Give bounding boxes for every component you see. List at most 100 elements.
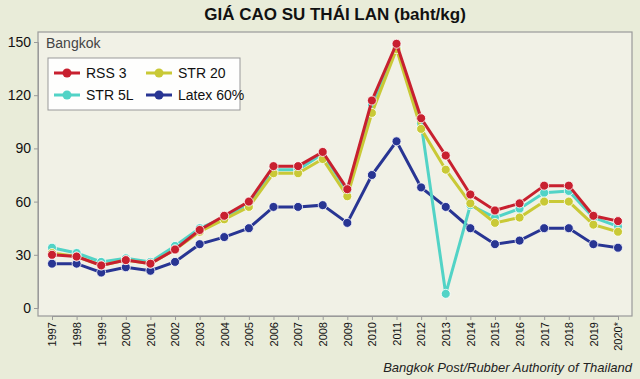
x-tick-mark (249, 316, 250, 320)
series-marker (441, 151, 450, 160)
y-tick: 30 (15, 247, 38, 263)
series-marker (490, 206, 499, 215)
series-marker (171, 257, 180, 266)
x-tick: 2013 (440, 316, 452, 346)
series-marker (614, 243, 623, 252)
y-tick-label: 150 (8, 34, 32, 50)
series-marker (244, 224, 253, 233)
x-tick-mark (175, 316, 176, 320)
title: GIÁ CAO SU THÁI LAN (baht/kg) (204, 5, 466, 24)
series-marker (441, 202, 450, 211)
x-tick-mark (224, 316, 225, 320)
series-marker (466, 190, 475, 199)
series-marker (392, 137, 401, 146)
series-marker (97, 261, 106, 270)
series-marker (540, 197, 549, 206)
x-tick-label: 2007 (292, 322, 304, 346)
x-tick: 2014 (465, 316, 477, 346)
legend-item: RSS 3 (54, 65, 127, 81)
x-tick-mark (593, 316, 594, 320)
x-tick-mark (150, 316, 151, 320)
legend-item: STR 20 (146, 65, 226, 81)
y-tick-label: 0 (23, 300, 31, 316)
x-tick-label: 2010 (366, 322, 378, 346)
x-tick-mark (470, 316, 471, 320)
legend-label: Latex 60% (178, 87, 244, 103)
y-tick: 90 (15, 140, 38, 156)
series-marker (72, 252, 81, 261)
x-tick-label: 2014 (465, 322, 477, 346)
series-marker (441, 289, 450, 298)
y-axis-line (34, 43, 39, 309)
series-marker (171, 245, 180, 254)
y-tick-mark (34, 42, 38, 43)
series-marker (318, 147, 327, 156)
legend-label: STR 5L (86, 87, 134, 103)
series-marker (490, 240, 499, 249)
x-tick-label: 2015 (489, 322, 501, 346)
legend-item: STR 5L (54, 87, 134, 103)
y-tick-mark (34, 255, 38, 256)
x-tick-mark (446, 316, 447, 320)
y-tick-label: 120 (8, 87, 32, 103)
plot-frame (38, 32, 632, 316)
x-tick-label: 2018 (563, 322, 575, 346)
series-marker (441, 165, 450, 174)
series-marker (564, 181, 573, 190)
x-tick-label: 2011 (391, 322, 403, 346)
series-marker (367, 96, 376, 105)
series-marker (343, 218, 352, 227)
series-marker (244, 197, 253, 206)
y-tick-mark (34, 148, 38, 149)
series-marker (121, 256, 130, 265)
x-tick: 2020* (612, 316, 624, 351)
series-marker (515, 213, 524, 222)
series-marker (48, 250, 57, 259)
x-tick-mark (323, 316, 324, 320)
series-marker (146, 259, 155, 268)
x-tick-mark (52, 316, 53, 320)
y-tick-label: 90 (15, 140, 31, 156)
x-tick-label: 2019 (588, 322, 600, 346)
y-tick: 120 (8, 87, 38, 103)
x-tick: 2017 (539, 316, 551, 346)
x-tick: 2011 (391, 316, 403, 346)
x-tick: 2019 (588, 316, 600, 346)
subtitle: Bangkok (46, 35, 101, 51)
legend: RSS 3 STR 20 STR 5L Latex 60% (48, 58, 244, 110)
x-tick-label: 2002 (169, 322, 181, 346)
series-marker (490, 218, 499, 227)
x-tick-mark (520, 316, 521, 320)
x-tick-label: 1997 (46, 322, 58, 346)
x-tick: 1999 (96, 316, 108, 346)
series-marker (220, 211, 229, 220)
series-marker (614, 217, 623, 226)
x-tick: 2003 (194, 316, 206, 346)
x-tick-label: 2003 (194, 322, 206, 346)
x-tick-label: 2009 (342, 322, 354, 346)
x-tick: 1998 (71, 316, 83, 346)
x-tick: 2005 (243, 316, 255, 346)
x-tick: 2006 (268, 316, 280, 346)
y-tick-mark (34, 202, 38, 203)
x-tick-mark (397, 316, 398, 320)
series-marker (589, 211, 598, 220)
x-tick: 2016 (514, 316, 526, 346)
series-marker (195, 240, 204, 249)
series-marker (589, 220, 598, 229)
y-axis: 0306090120150 (8, 34, 39, 316)
series-marker (466, 224, 475, 233)
series-marker (220, 233, 229, 242)
series-marker (195, 225, 204, 234)
legend-item: Latex 60% (146, 87, 244, 103)
source: Bangkok Post/Rubber Authority of Thailan… (383, 360, 633, 375)
x-tick-mark (347, 316, 348, 320)
x-tick-mark (495, 316, 496, 320)
series-marker (515, 236, 524, 245)
x-tick: 2000 (120, 316, 132, 346)
x-axis: 1997199819992000200120022003200420052006… (46, 316, 624, 351)
x-tick: 2001 (145, 316, 157, 346)
x-tick-mark (618, 316, 619, 320)
series-marker (417, 114, 426, 123)
x-tick-mark (569, 316, 570, 320)
